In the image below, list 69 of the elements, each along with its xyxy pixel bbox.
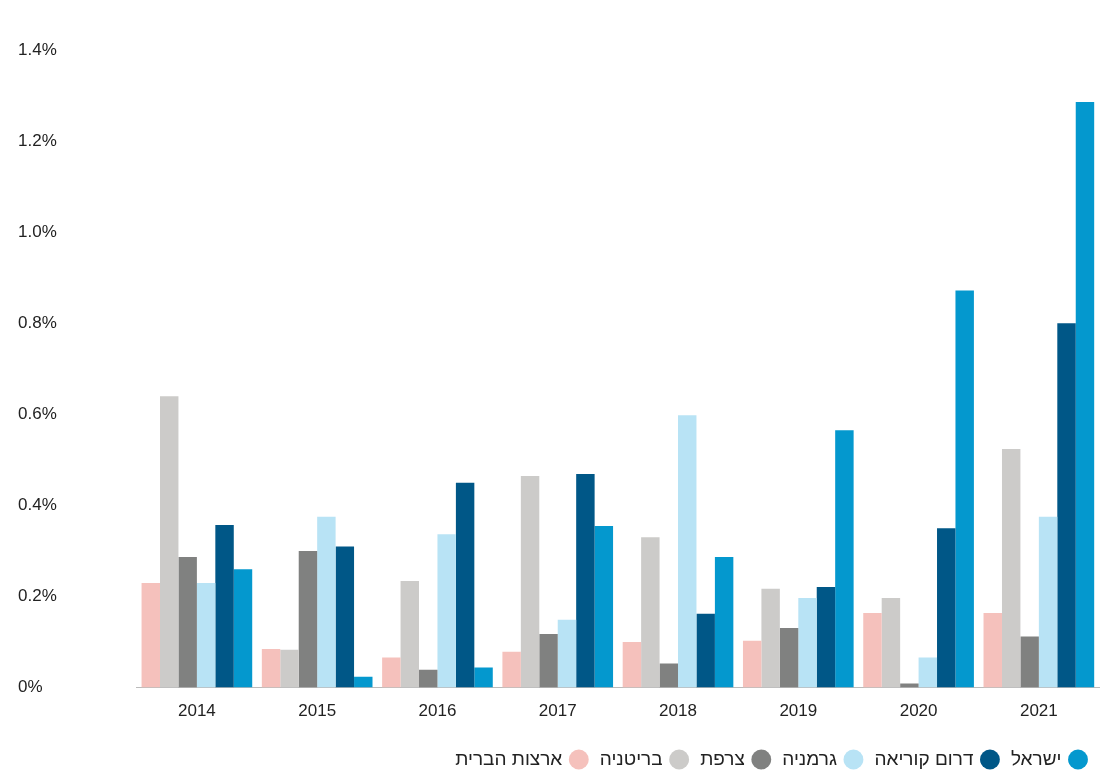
bar — [141, 582, 160, 688]
bar — [742, 640, 762, 688]
bar — [215, 525, 234, 688]
bar — [233, 569, 253, 688]
bar — [714, 556, 734, 688]
bar — [317, 516, 336, 688]
bar — [298, 551, 318, 688]
y-tick-label: 0.6% — [18, 404, 57, 424]
bar — [594, 525, 614, 688]
bar — [622, 642, 642, 688]
bar — [400, 581, 420, 688]
bar — [335, 546, 355, 688]
bar — [557, 619, 577, 688]
y-tick-label: 0.4% — [18, 495, 57, 515]
y-tick-label: 0.8% — [18, 313, 57, 333]
bar — [354, 676, 373, 688]
bar — [178, 556, 197, 688]
bar — [937, 528, 956, 688]
bar — [280, 649, 299, 688]
bar — [641, 537, 660, 688]
bar — [520, 475, 540, 688]
bar — [576, 474, 595, 688]
x-tick-label: 2015 — [298, 701, 337, 721]
legend-label: ישראל — [1010, 747, 1062, 769]
bar — [1057, 323, 1076, 688]
bar — [659, 663, 679, 688]
bar — [955, 290, 974, 688]
bar — [419, 669, 438, 688]
bar — [678, 415, 697, 688]
bar — [502, 651, 521, 688]
bar — [779, 627, 799, 688]
bar — [835, 430, 854, 688]
legend-label: ארצות הברית — [455, 747, 563, 769]
bar — [918, 657, 938, 688]
x-tick-label: 2017 — [538, 701, 577, 721]
legend-label: דרום קוריאה — [874, 747, 974, 769]
bar — [798, 597, 817, 688]
bar — [881, 597, 901, 688]
legend-label: בריטניה — [599, 747, 663, 769]
x-tick-label: 2019 — [779, 701, 818, 721]
y-tick-label: 1.0% — [18, 222, 57, 241]
y-tick-label: 1.4% — [18, 39, 57, 59]
bar — [696, 613, 715, 688]
y-tick-label: 0.2% — [18, 586, 57, 606]
legend-label: צרפת — [700, 747, 745, 769]
bar — [474, 667, 493, 688]
bar — [863, 612, 882, 688]
bar — [983, 612, 1002, 688]
bar — [1038, 516, 1058, 688]
legend-label: גרמניה — [782, 747, 837, 769]
x-tick-label: 2014 — [177, 701, 216, 721]
bar — [455, 482, 475, 688]
x-tick-label: 2020 — [899, 701, 938, 721]
x-tick-label: 2016 — [418, 701, 457, 721]
bar — [160, 396, 179, 688]
bar — [1001, 449, 1021, 688]
bar — [382, 657, 401, 688]
bar — [261, 648, 281, 688]
bar — [196, 582, 216, 688]
y-tick-label: 1.2% — [18, 130, 57, 150]
bar — [761, 588, 780, 688]
bar — [1020, 636, 1039, 688]
bar — [1075, 102, 1095, 688]
x-tick-label: 2018 — [659, 701, 697, 721]
bar — [437, 534, 456, 688]
bar — [816, 586, 836, 688]
x-tick-label: 2021 — [1019, 701, 1058, 721]
bar — [539, 633, 558, 688]
y-tick-label: 0% — [18, 677, 43, 697]
